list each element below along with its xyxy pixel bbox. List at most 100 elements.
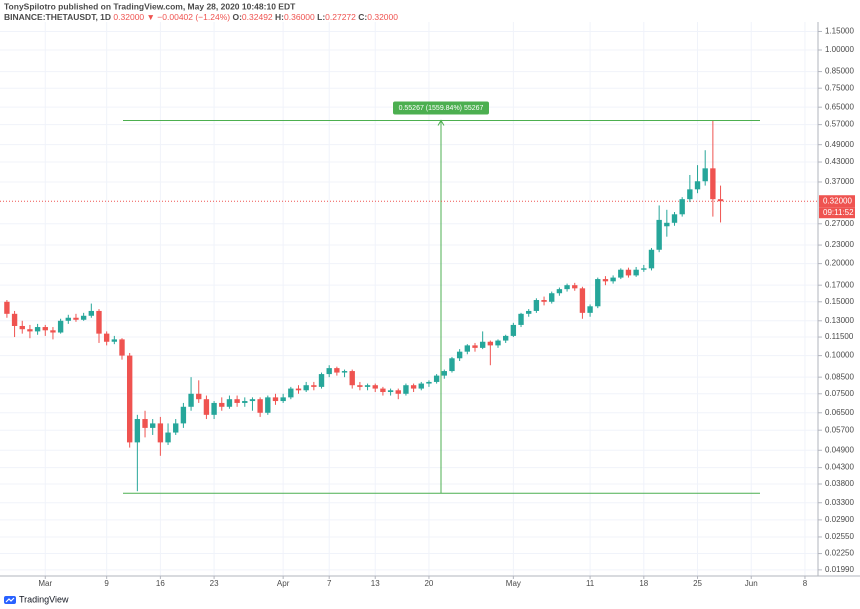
candle-body	[126, 355, 133, 443]
candle-body	[249, 399, 256, 402]
candle-body	[426, 381, 432, 384]
y-tick-label: 0.01990	[825, 565, 854, 574]
x-tick-label: 8	[803, 579, 808, 588]
candle-body	[111, 339, 118, 342]
candle-body	[410, 385, 417, 389]
candle-body	[357, 385, 363, 387]
candle-body	[157, 423, 164, 443]
candle-body	[364, 385, 371, 387]
candle-body	[464, 345, 471, 352]
candle-body	[602, 279, 609, 282]
candle-body	[694, 181, 701, 190]
countdown-box	[819, 207, 855, 219]
candle-body	[27, 329, 33, 332]
candle-body	[234, 399, 240, 403]
y-tick-label: 0.20000	[825, 259, 854, 268]
x-tick-label: 7	[327, 579, 332, 588]
candle-body	[326, 368, 332, 375]
candle-body	[203, 399, 210, 415]
ohlc-value: 0.27272	[325, 12, 356, 22]
candle-body	[334, 368, 340, 373]
candle-body	[433, 375, 440, 382]
measure-box	[393, 101, 489, 115]
ohlc-value: 0.32000	[367, 12, 398, 22]
candle-body	[395, 390, 401, 394]
marks: 0.55267 (1559.84%) 55267	[0, 101, 818, 494]
candle-body	[134, 419, 141, 443]
candle-body	[687, 189, 693, 200]
y-tick-label: 0.03800	[825, 479, 854, 488]
candle-body	[119, 339, 125, 356]
candle-body	[710, 168, 716, 200]
ohlc-key: C:	[358, 12, 367, 22]
x-tick-label: 11	[586, 579, 595, 588]
ohlc-key: H:	[275, 12, 284, 22]
candle-body	[641, 268, 647, 270]
candle-body	[80, 315, 87, 320]
candle-body	[380, 388, 386, 393]
y-tick-label: 0.08500	[825, 372, 854, 381]
y-tick-label: 0.07500	[825, 389, 854, 398]
candle-body	[495, 340, 501, 346]
candle-body	[518, 313, 524, 325]
candle-body	[595, 279, 601, 307]
y-tick-label: 0.13000	[825, 316, 854, 325]
candle-body	[34, 327, 41, 332]
candle-body	[349, 371, 355, 386]
candle-body	[73, 317, 79, 320]
candle-body	[272, 397, 279, 402]
candle-body	[96, 310, 102, 334]
candle-body	[533, 300, 540, 311]
candle-body	[479, 341, 486, 348]
y-tick-label: 0.75000	[825, 83, 854, 92]
candle-body	[503, 335, 509, 341]
measure-label: 0.55267 (1559.84%) 55267	[399, 105, 484, 112]
change: ▼ −0.00402 (−1.24%)	[147, 12, 231, 22]
candle-body	[656, 219, 662, 250]
x-tick-label: 23	[210, 579, 219, 588]
candle-body	[19, 325, 25, 330]
symbol: BINANCE:THETAUSDT, 1D	[4, 12, 111, 22]
ohlc-key: O:	[232, 12, 242, 22]
grid	[0, 22, 818, 576]
candle-body	[11, 313, 18, 326]
x-tick-label: 18	[639, 579, 648, 588]
ohlc-value: 0.32492	[242, 12, 273, 22]
candle-body	[57, 320, 64, 333]
candle-body	[280, 397, 286, 402]
y-tick-label: 1.00000	[825, 45, 854, 54]
x-tick-label: 20	[424, 579, 433, 588]
y-tick-label: 0.02550	[825, 532, 854, 541]
candle-body	[341, 371, 348, 373]
y-tick-label: 0.49000	[825, 140, 854, 149]
candle-body	[372, 385, 378, 389]
candle-body	[103, 333, 110, 342]
candle-body	[449, 358, 455, 372]
x-tick-label: 9	[104, 579, 109, 588]
y-tick-label: 0.04300	[825, 463, 854, 472]
y-tick-label: 0.02900	[825, 515, 854, 524]
candle-body	[587, 306, 593, 313]
y-tick-label: 0.06500	[825, 408, 854, 417]
candle-body	[265, 397, 271, 413]
candle-body	[671, 214, 678, 223]
ohlc-value: 0.36000	[284, 12, 315, 22]
y-tick-label: 0.85000	[825, 67, 854, 76]
candle-body	[211, 402, 217, 415]
author-line: TonySpilotro published on TradingView.co…	[4, 1, 296, 11]
candle-body	[150, 423, 156, 428]
candle-body	[88, 310, 95, 316]
candle-body	[526, 310, 532, 314]
candle-body	[173, 423, 179, 433]
candle-body	[42, 327, 48, 331]
y-tick-label: 0.37000	[825, 177, 854, 186]
x-tick-label: Jun	[745, 579, 758, 588]
candle-body	[180, 406, 187, 424]
symbol-line: BINANCE:THETAUSDT, 1D 0.32000 ▼ −0.00402…	[4, 12, 398, 22]
candle-body	[226, 399, 233, 407]
candle-body	[618, 269, 624, 278]
y-tick-label: 0.03300	[825, 498, 854, 507]
candle-body	[219, 402, 225, 407]
